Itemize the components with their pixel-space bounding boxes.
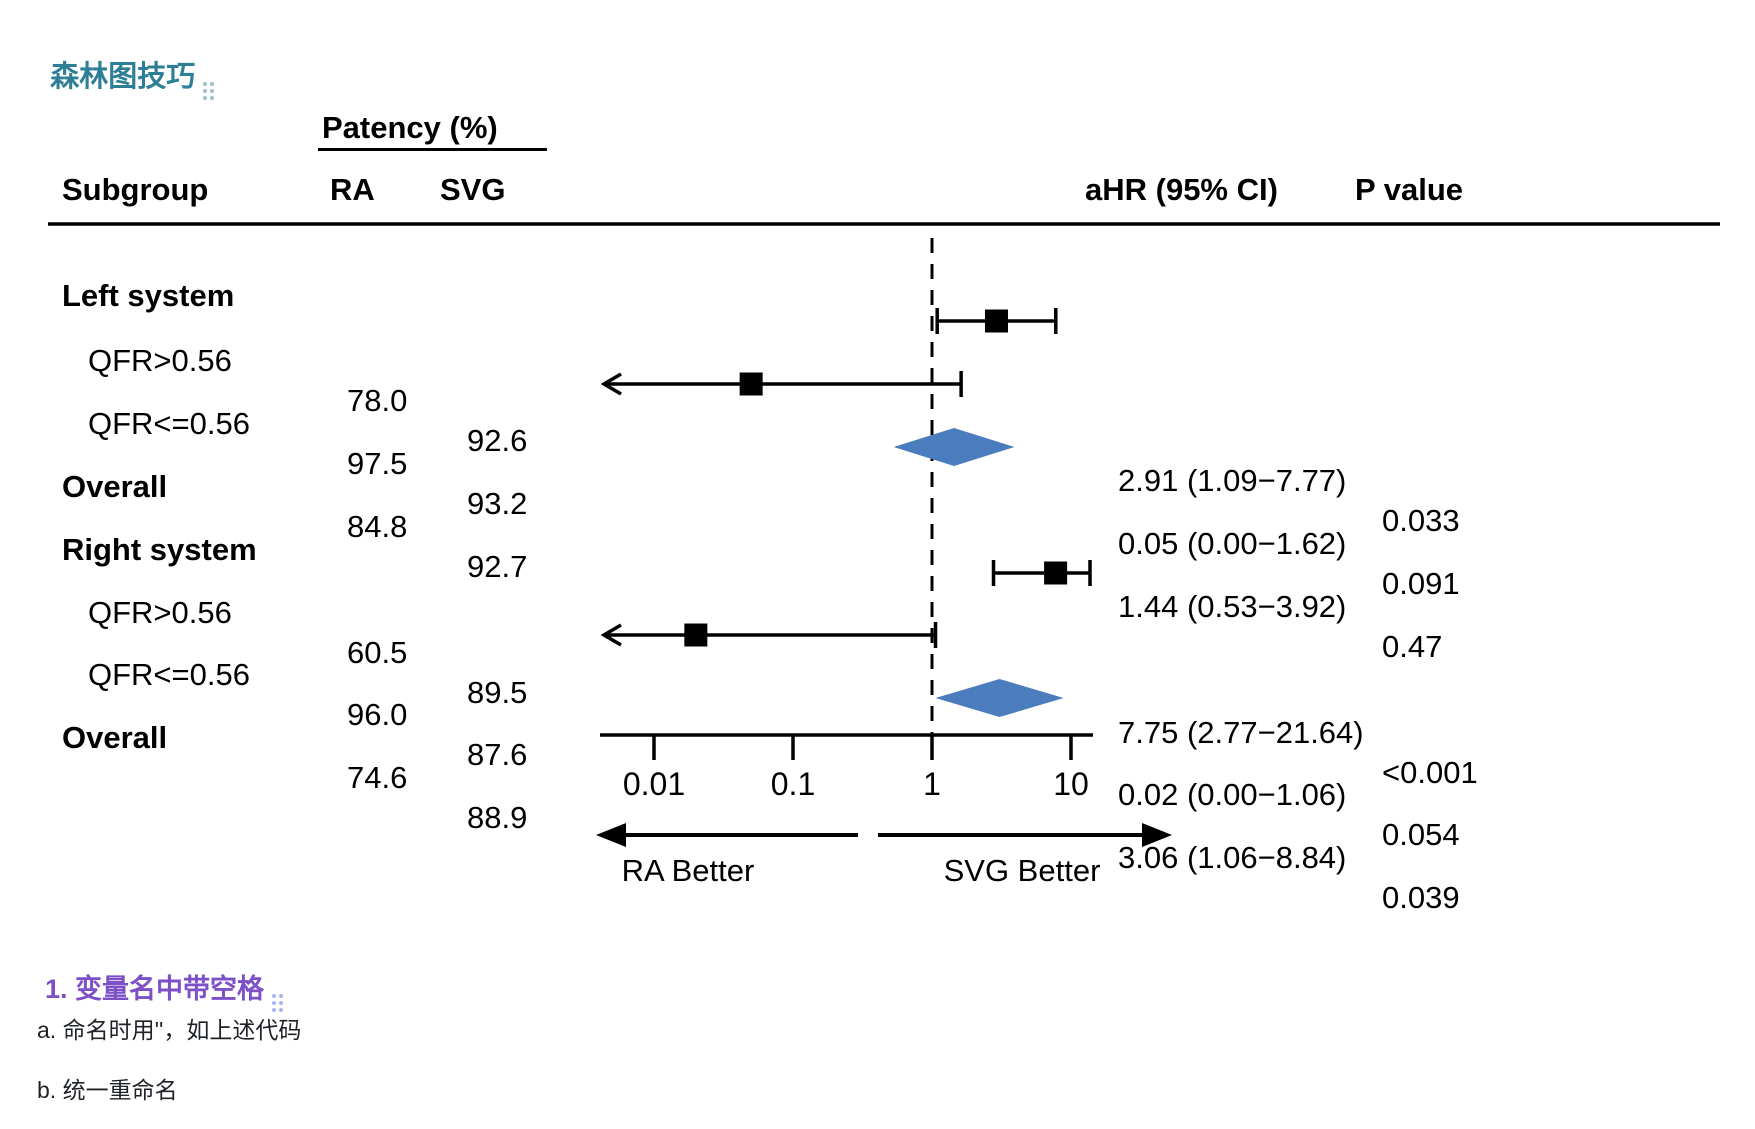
row-svg-value: 89.5	[467, 675, 528, 710]
direction-label-right: SVG Better	[943, 853, 1101, 888]
row-svg-value: 92.6	[467, 423, 528, 458]
row-ra-value: 96.0	[347, 697, 408, 732]
table-row: Overall 84.8 92.7 1.44 (0.53−3.92) 0.47	[0, 427, 1755, 664]
row-label: Overall	[62, 720, 168, 755]
row-svg-value: 92.7	[467, 549, 528, 584]
header-ahr: aHR (95% CI)	[1085, 172, 1278, 207]
anchor-dots-icon[interactable]	[272, 994, 284, 1012]
direction-arrow-left-icon	[596, 823, 858, 847]
patency-group-header: Patency (%)	[318, 108, 547, 151]
page-title: 森林图技巧	[18, 20, 215, 133]
x-tick-label: 0.1	[770, 766, 816, 802]
row-p-value: 0.039	[1382, 880, 1460, 915]
row-ahr-value: 3.06 (1.06−8.84)	[1118, 840, 1347, 875]
header-subgroup: Subgroup	[62, 172, 209, 207]
row-p-value: 0.47	[1382, 629, 1443, 664]
row-p-value: 0.054	[1382, 817, 1460, 852]
row-ahr-value: 0.05 (0.00−1.62)	[1118, 526, 1347, 561]
header-ra: RA	[330, 172, 375, 207]
page-title-text: 森林图技巧	[50, 61, 196, 93]
table-row: QFR<=0.56 97.5 93.2 0.05 (0.00−1.62) 0.0…	[0, 364, 1755, 601]
row-ra-value: 97.5	[347, 446, 408, 481]
row-label: QFR>0.56	[88, 343, 232, 378]
patency-header-label: Patency (%)	[322, 110, 498, 145]
row-svg-value: 87.6	[467, 737, 528, 772]
x-tick-label: 1	[923, 766, 941, 802]
row-ahr-value: 2.91 (1.09−7.77)	[1118, 463, 1347, 498]
section-heading: 1. 变量名中带空格	[15, 936, 284, 1043]
table-row: QFR>0.56 60.5 89.5 7.75 (2.77−21.64) <0.…	[0, 553, 1755, 790]
table-row: Overall 74.6 88.9 3.06 (1.06−8.84) 0.039	[0, 678, 1755, 915]
row-label: QFR<=0.56	[88, 657, 250, 692]
row-label: Overall	[62, 469, 168, 504]
x-tick-label: 0.01	[622, 766, 686, 802]
row-ahr-value: 0.02 (0.00−1.06)	[1118, 777, 1347, 812]
row-svg-value: 88.9	[467, 800, 528, 835]
row-group-label: Left system	[62, 278, 235, 313]
direction-label-left: RA Better	[621, 853, 755, 888]
row-ahr-value: 7.75 (2.77−21.64)	[1118, 715, 1364, 750]
anchor-dots-icon[interactable]	[203, 82, 215, 100]
table-row: Right system	[0, 490, 1755, 567]
x-tick-label: 10	[1053, 766, 1089, 802]
row-ra-value: 74.6	[347, 760, 408, 795]
row-p-value: <0.001	[1382, 755, 1478, 790]
row-ra-value: 84.8	[347, 509, 408, 544]
note-item-b: b. 统一重命名	[37, 1077, 178, 1103]
section-heading-text: 1. 变量名中带空格	[45, 974, 265, 1004]
table-row: Left system	[0, 236, 1755, 313]
row-svg-value: 93.2	[467, 486, 528, 521]
row-ra-value: 78.0	[347, 383, 408, 418]
header-svg: SVG	[440, 172, 506, 207]
row-label: QFR<=0.56	[88, 406, 250, 441]
row-label: QFR>0.56	[88, 595, 232, 630]
row-p-value: 0.033	[1382, 503, 1460, 538]
table-row: QFR<=0.56 96.0 87.6 0.02 (0.00−1.06) 0.0…	[0, 615, 1755, 852]
note-item-a: a. 命名时用''，如上述代码	[37, 1017, 302, 1043]
header-pvalue: P value	[1355, 172, 1464, 207]
row-ra-value: 60.5	[347, 635, 408, 670]
row-ahr-value: 1.44 (0.53−3.92)	[1118, 589, 1347, 624]
row-p-value: 0.091	[1382, 566, 1460, 601]
table-row: QFR>0.56 78.0 92.6 2.91 (1.09−7.77) 0.03…	[0, 301, 1755, 538]
row-group-label: Right system	[62, 532, 257, 567]
